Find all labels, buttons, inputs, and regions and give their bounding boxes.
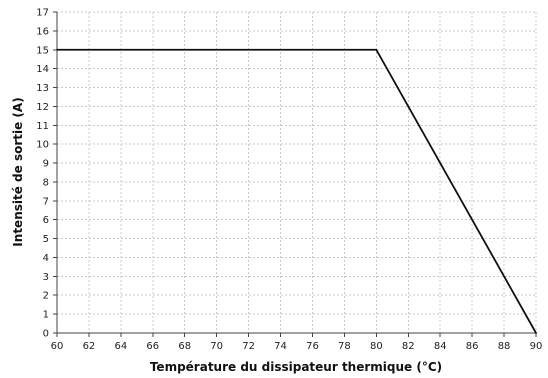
grid (57, 11, 537, 333)
y-tick-label: 8 (43, 177, 49, 188)
y-axis-title: Intensité de sortie (A) (11, 97, 25, 246)
x-tick-label: 68 (178, 341, 191, 352)
x-tick-label: 76 (306, 341, 319, 352)
y-tick-label: 4 (43, 253, 49, 264)
y-tick-label: 2 (43, 291, 49, 302)
y-tick-label: 9 (43, 159, 49, 170)
x-tick-label: 64 (114, 341, 127, 352)
x-tick-label: 86 (466, 341, 479, 352)
y-tick-label: 10 (36, 140, 49, 151)
x-tick-label: 66 (146, 341, 159, 352)
x-tick-label: 78 (338, 341, 351, 352)
y-tick-label: 5 (43, 234, 49, 245)
series (56, 48, 537, 334)
y-tick-label: 14 (36, 64, 49, 75)
x-tick-label: 82 (402, 341, 415, 352)
x-tick-label: 72 (242, 341, 255, 352)
y-tick-label: 11 (36, 121, 49, 132)
y-tick-label: 15 (36, 45, 49, 56)
x-tick-label: 60 (51, 341, 64, 352)
y-tick-label: 7 (43, 196, 49, 207)
axes (56, 12, 536, 334)
y-tick-label: 0 (43, 329, 49, 340)
x-tick-label: 90 (530, 341, 543, 352)
y-tick-label: 17 (36, 8, 49, 19)
x-tick-label: 70 (210, 341, 223, 352)
x-tick-label: 74 (274, 341, 287, 352)
x-tick-label: 80 (370, 341, 383, 352)
x-axis-ticks: 60 62 64 66 68 70 72 74 76 78 80 82 84 86 88 90 (51, 333, 543, 352)
x-tick-label: 62 (83, 341, 96, 352)
x-axis-title: Température du dissipateur thermique (°C… (150, 360, 442, 374)
x-tick-label: 84 (434, 341, 447, 352)
y-tick-label: 12 (36, 102, 49, 113)
series-line (56, 48, 537, 334)
y-tick-label: 13 (36, 83, 49, 94)
y-tick-label: 3 (43, 272, 49, 283)
y-tick-label: 1 (43, 310, 49, 321)
y-tick-label: 16 (36, 26, 49, 37)
y-tick-label: 6 (43, 215, 49, 226)
x-tick-label: 88 (498, 341, 511, 352)
